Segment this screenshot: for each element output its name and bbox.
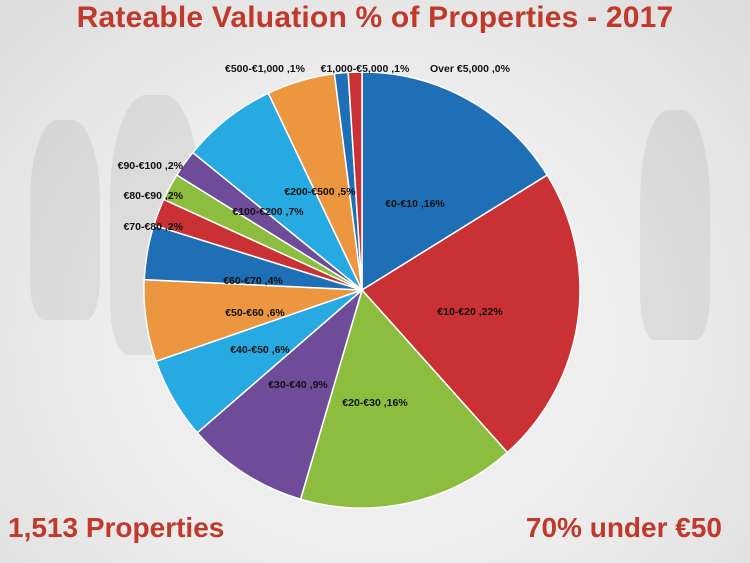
slice-label-80-90: €80-€90 ,2% [123, 190, 183, 202]
slice-label-100-200: €100-€200 ,7% [232, 206, 304, 218]
slice-label-50-60: €50-€60 ,6% [225, 307, 285, 319]
pie-slice-0-10 [361, 71, 549, 292]
property-count-text: 1,513 Properties [8, 512, 225, 543]
slice-label-40-50: €40-€50 ,6% [230, 344, 290, 356]
slice-label-over-5-000: Over €5,000 ,0% [430, 63, 511, 75]
slice-label-200-500: €200-€500 ,5% [284, 186, 356, 198]
pie-slice-10-20 [360, 174, 581, 454]
slice-label-90-100: €90-€100 ,2% [118, 160, 184, 172]
slice-label-70-80: €70-€80 ,2% [123, 221, 183, 233]
pie-slice-30-40 [196, 287, 364, 501]
slice-label-0-10: €0-€10 ,16% [385, 198, 445, 210]
background-figure-left [30, 120, 100, 320]
slice-label-30-40: €30-€40 ,9% [268, 379, 328, 391]
slice-label-60-70: €60-€70 ,4% [223, 275, 283, 287]
slice-label-1-000-5-000: €1,000-€5,000 ,1% [321, 63, 410, 75]
pie-slice-1-000-5-000 [347, 71, 363, 291]
under-50-summary-text: 70% under €50 [525, 512, 722, 543]
pie-slice-20-30 [299, 288, 509, 509]
slice-label-10-20: €10-€20 ,22% [437, 306, 503, 318]
slice-label-500-1-000: €500-€1,000 ,1% [225, 63, 306, 75]
chart-title: Rateable Valuation % of Properties - 201… [76, 1, 674, 34]
background-figure-far [640, 110, 710, 340]
slice-label-20-30: €20-€30 ,16% [342, 397, 408, 409]
